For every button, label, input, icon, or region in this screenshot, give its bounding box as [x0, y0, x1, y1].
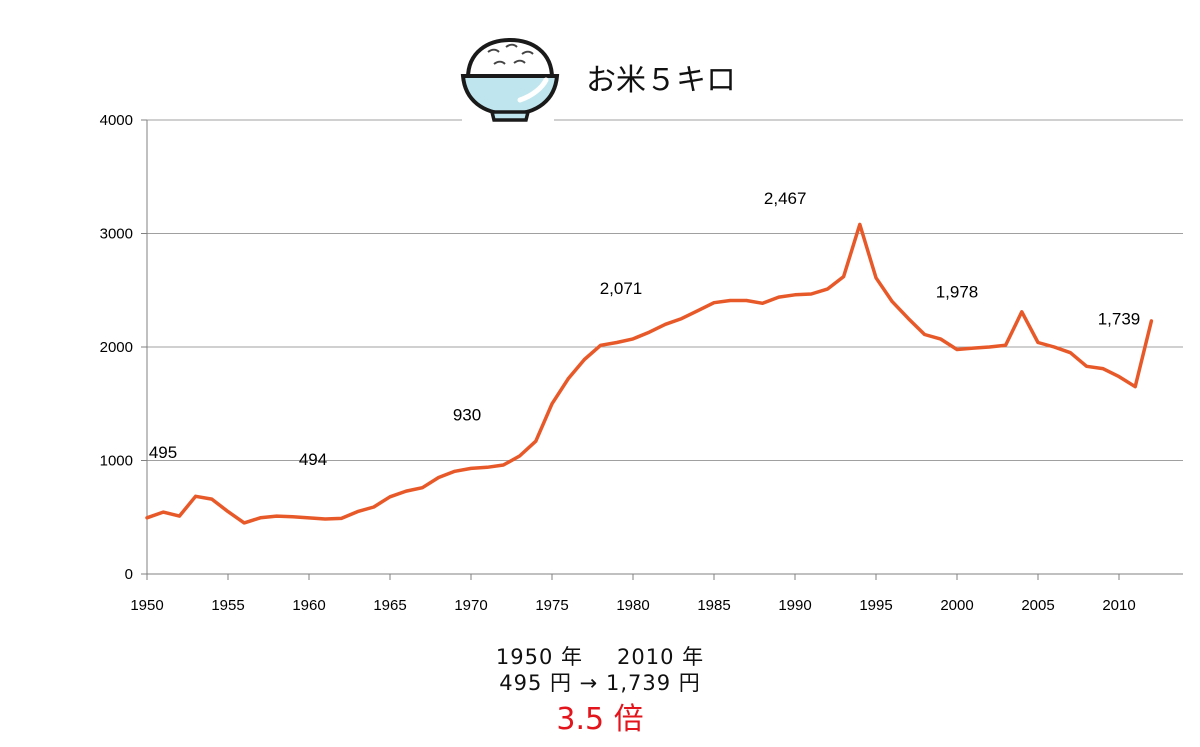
data-label: 2,071	[600, 279, 643, 298]
footer-ratio: 3.5 倍	[556, 702, 644, 737]
data-label: 1,978	[936, 282, 979, 301]
chart: 0 1000 2000 3000 4000 1950 1955 1960 1965 1970 197…	[100, 37, 1183, 614]
footer-price-change: 495 円 → 1,739 円	[499, 671, 701, 695]
x-tick-label: 2005	[1021, 597, 1054, 614]
x-tick-label: 1980	[616, 597, 649, 614]
x-tick-label: 1950	[130, 597, 163, 614]
footer-year-from: 1950 年	[495, 645, 583, 669]
x-tick-label: 1975	[535, 597, 568, 614]
data-label: 494	[299, 450, 327, 469]
x-tick-label: 1995	[859, 597, 892, 614]
x-tick-label: 1985	[697, 597, 730, 614]
y-tick-label: 3000	[100, 226, 133, 243]
x-tick-label: 1965	[373, 597, 406, 614]
series-line	[145, 222, 1154, 525]
y-tick-label: 2000	[100, 339, 133, 356]
chart-title: お米５キロ	[586, 63, 736, 98]
y-tick-label: 0	[125, 566, 133, 583]
footer-years: 1950 年 2010 年	[0, 641, 1200, 671]
x-tick-label: 2010	[1102, 597, 1135, 614]
data-label: 495	[149, 443, 177, 462]
rice-bowl-icon	[460, 37, 560, 122]
x-tick-label: 2000	[940, 597, 973, 614]
data-label: 1,739	[1098, 310, 1141, 329]
x-tick-label: 1990	[778, 597, 811, 614]
data-label: 2,467	[764, 189, 807, 208]
y-tick-label: 1000	[100, 453, 133, 470]
footer-year-to: 2010 年	[617, 645, 705, 669]
x-tick-label: 1960	[292, 597, 325, 614]
y-tick-label: 4000	[100, 112, 133, 129]
x-tick-label: 1970	[454, 597, 487, 614]
x-tick-label: 1955	[211, 597, 244, 614]
data-label: 930	[453, 405, 481, 424]
